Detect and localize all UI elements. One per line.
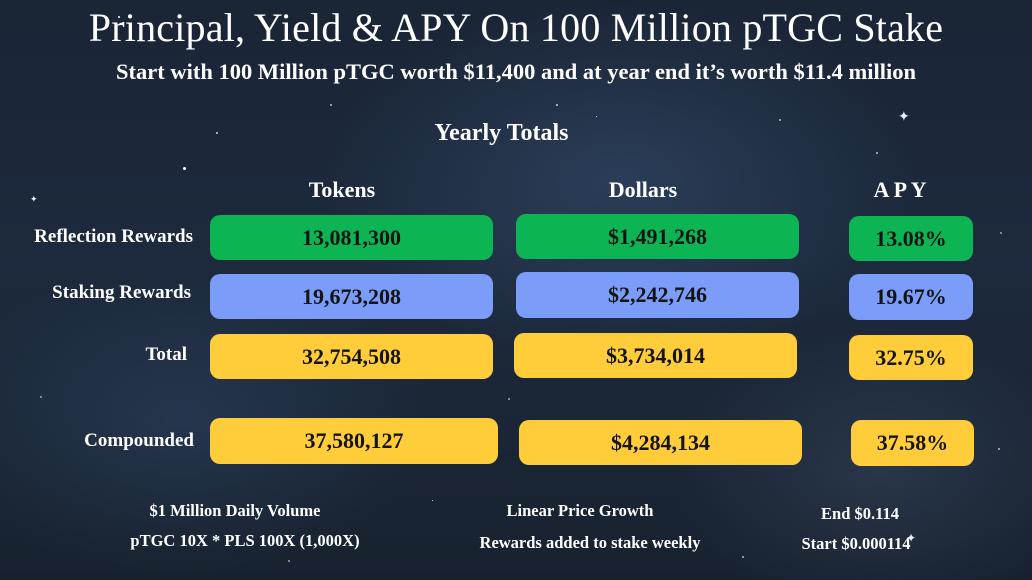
row-label-compounded: Compounded	[84, 430, 194, 451]
column-header-apy: A P Y	[873, 177, 927, 202]
reflection-tokens-cell: 13,081,300	[210, 215, 493, 260]
star	[596, 116, 597, 117]
footer-start-price: Start $0.000114	[801, 534, 911, 553]
column-header-dollars: Dollars	[608, 177, 678, 202]
reflection-apy-cell: 13.08%	[849, 216, 973, 261]
total-tokens-cell: 32,754,508	[210, 334, 493, 379]
column-header-tokens: Tokens	[308, 177, 376, 202]
star	[556, 104, 558, 106]
footer-end-price: End $0.114	[821, 504, 899, 523]
star	[742, 556, 744, 558]
star	[1000, 232, 1002, 234]
staking-tokens-cell: 19,673,208	[210, 274, 493, 319]
sparkle-icon: ✦	[30, 195, 38, 205]
star	[40, 396, 42, 398]
row-label-staking-rewards: Staking Rewards	[52, 282, 191, 303]
reflection-dollars-cell: $1,491,268	[516, 214, 799, 259]
star	[288, 560, 290, 562]
star	[432, 500, 433, 501]
footer-price-growth-note: Linear Price Growth	[506, 501, 654, 520]
row-label-total: Total	[145, 344, 187, 365]
staking-apy-cell: 19.67%	[849, 274, 973, 320]
star	[216, 132, 218, 134]
star	[118, 16, 120, 18]
staking-dollars-cell: $2,242,746	[516, 272, 799, 318]
compounded-apy-cell: 37.58%	[851, 420, 974, 466]
star	[330, 104, 332, 106]
footer-rewards-note: Rewards added to stake weekly	[479, 533, 701, 552]
total-dollars-cell: $3,734,014	[514, 333, 797, 378]
page-title: Principal, Yield & APY On 100 Million pT…	[88, 5, 944, 50]
section-title: Yearly Totals	[434, 120, 569, 146]
star	[998, 448, 1000, 450]
star	[508, 398, 510, 400]
star	[183, 167, 186, 170]
star	[876, 152, 878, 154]
sparkle-icon: ✦	[898, 109, 910, 125]
page-subtitle: Start with 100 Million pTGC worth $11,40…	[115, 59, 917, 84]
compounded-tokens-cell: 37,580,127	[210, 418, 498, 464]
sparkle-icon: ✦	[906, 531, 917, 545]
total-apy-cell: 32.75%	[849, 335, 973, 380]
compounded-dollars-cell: $4,284,134	[519, 420, 802, 465]
star	[779, 119, 781, 121]
row-label-reflection-rewards: Reflection Rewards	[34, 226, 193, 247]
footer-multiplier-note: pTGC 10X * PLS 100X (1,000X)	[130, 531, 360, 550]
footer-volume-note: $1 Million Daily Volume	[149, 501, 321, 520]
